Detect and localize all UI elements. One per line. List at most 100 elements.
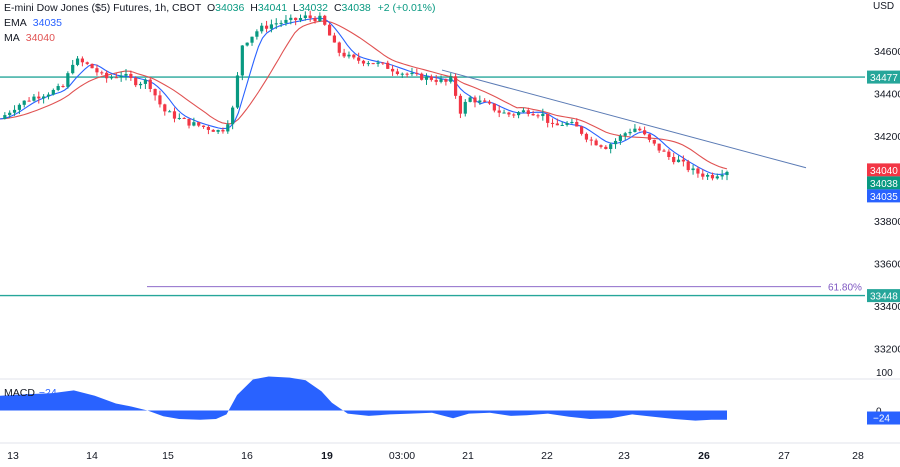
price-marker[interactable] xyxy=(867,176,900,190)
candle-body[interactable] xyxy=(153,88,157,96)
candle-body[interactable] xyxy=(710,174,715,179)
candle-body[interactable] xyxy=(604,146,608,149)
candle-body[interactable] xyxy=(390,68,395,72)
candle-body[interactable] xyxy=(584,133,589,140)
candle-body[interactable] xyxy=(303,15,307,18)
candle-body[interactable] xyxy=(90,63,94,69)
candle-body[interactable] xyxy=(61,86,65,88)
candle-body[interactable] xyxy=(526,110,530,115)
candle-body[interactable] xyxy=(676,159,681,163)
candle-body[interactable] xyxy=(119,75,123,78)
candle-body[interactable] xyxy=(555,123,559,126)
candle-body[interactable] xyxy=(715,176,719,179)
candle-body[interactable] xyxy=(424,76,429,80)
candle-body[interactable] xyxy=(197,122,201,126)
candle-body[interactable] xyxy=(347,54,351,57)
candle-body[interactable] xyxy=(216,130,220,132)
candle-body[interactable] xyxy=(429,76,433,80)
candle-body[interactable] xyxy=(623,133,627,136)
price-marker[interactable] xyxy=(867,70,900,84)
candle-body[interactable] xyxy=(478,100,482,103)
candle-body[interactable] xyxy=(42,96,46,99)
candle-body[interactable] xyxy=(211,129,215,132)
candle-body[interactable] xyxy=(172,111,177,119)
candle-body[interactable] xyxy=(269,24,274,29)
candle-body[interactable] xyxy=(279,22,283,24)
candle-body[interactable] xyxy=(66,73,70,87)
candle-body[interactable] xyxy=(357,57,361,61)
candle-body[interactable] xyxy=(46,94,51,97)
candle-body[interactable] xyxy=(37,96,41,99)
candle-body[interactable] xyxy=(647,134,652,140)
candle-body[interactable] xyxy=(80,58,84,63)
candle-body[interactable] xyxy=(696,168,700,174)
candle-body[interactable] xyxy=(260,25,264,32)
candle-body[interactable] xyxy=(386,62,390,69)
candle-body[interactable] xyxy=(618,135,622,141)
candle-body[interactable] xyxy=(589,139,593,141)
macd-histogram[interactable] xyxy=(0,376,727,421)
candle-body[interactable] xyxy=(226,124,230,132)
candle-body[interactable] xyxy=(75,58,80,65)
candle-body[interactable] xyxy=(255,31,259,37)
candle-body[interactable] xyxy=(521,110,526,113)
candle-body[interactable] xyxy=(531,114,535,116)
price-marker[interactable] xyxy=(867,189,900,203)
candle-body[interactable] xyxy=(657,143,661,151)
candle-body[interactable] xyxy=(8,112,12,116)
candle-body[interactable] xyxy=(458,95,463,114)
candle-body[interactable] xyxy=(109,77,114,79)
candle-body[interactable] xyxy=(371,63,375,65)
candle-body[interactable] xyxy=(22,100,26,105)
candle-body[interactable] xyxy=(313,17,317,22)
candle-body[interactable] xyxy=(701,173,705,177)
candle-body[interactable] xyxy=(361,60,366,64)
candle-body[interactable] xyxy=(497,110,501,113)
candle-body[interactable] xyxy=(177,117,181,119)
candle-body[interactable] xyxy=(114,77,118,79)
candle-body[interactable] xyxy=(609,144,613,149)
candle-body[interactable] xyxy=(332,35,337,43)
candle-body[interactable] xyxy=(168,111,172,113)
candle-body[interactable] xyxy=(51,89,55,95)
macd-legend[interactable]: MACD −24 xyxy=(4,387,57,399)
candle-body[interactable] xyxy=(662,150,666,152)
candle-body[interactable] xyxy=(182,117,186,119)
candle-body[interactable] xyxy=(17,104,21,110)
candle-body[interactable] xyxy=(12,109,17,113)
candle-body[interactable] xyxy=(449,76,453,82)
candle-body[interactable] xyxy=(400,73,404,75)
candle-body[interactable] xyxy=(633,128,637,132)
candle-body[interactable] xyxy=(366,63,370,65)
candle-body[interactable] xyxy=(410,72,414,75)
candle-body[interactable] xyxy=(148,79,152,89)
candle-body[interactable] xyxy=(613,140,618,145)
ema-row[interactable]: EMA 34035 xyxy=(4,16,435,31)
candle-body[interactable] xyxy=(483,100,487,102)
candle-body[interactable] xyxy=(580,126,584,134)
candle-body[interactable] xyxy=(667,151,671,157)
candle-body[interactable] xyxy=(342,52,346,57)
candle-body[interactable] xyxy=(628,131,632,134)
candle-body[interactable] xyxy=(492,103,496,111)
candle-body[interactable] xyxy=(594,140,598,146)
candle-body[interactable] xyxy=(541,113,545,117)
candle-body[interactable] xyxy=(691,168,695,171)
candle-body[interactable] xyxy=(516,112,521,116)
candle-body[interactable] xyxy=(192,122,196,126)
ma-row[interactable]: MA 34040 xyxy=(4,31,435,46)
candle-body[interactable] xyxy=(672,156,676,163)
candle-body[interactable] xyxy=(308,15,312,18)
candle-body[interactable] xyxy=(124,73,128,76)
candle-body[interactable] xyxy=(294,17,298,21)
candle-body[interactable] xyxy=(85,62,89,64)
candle-body[interactable] xyxy=(158,95,162,105)
candle-body[interactable] xyxy=(250,36,254,43)
candle-body[interactable] xyxy=(725,171,729,176)
candle-body[interactable] xyxy=(560,124,564,126)
candle-body[interactable] xyxy=(187,118,191,126)
candle-body[interactable] xyxy=(512,114,516,116)
candle-body[interactable] xyxy=(681,159,685,162)
